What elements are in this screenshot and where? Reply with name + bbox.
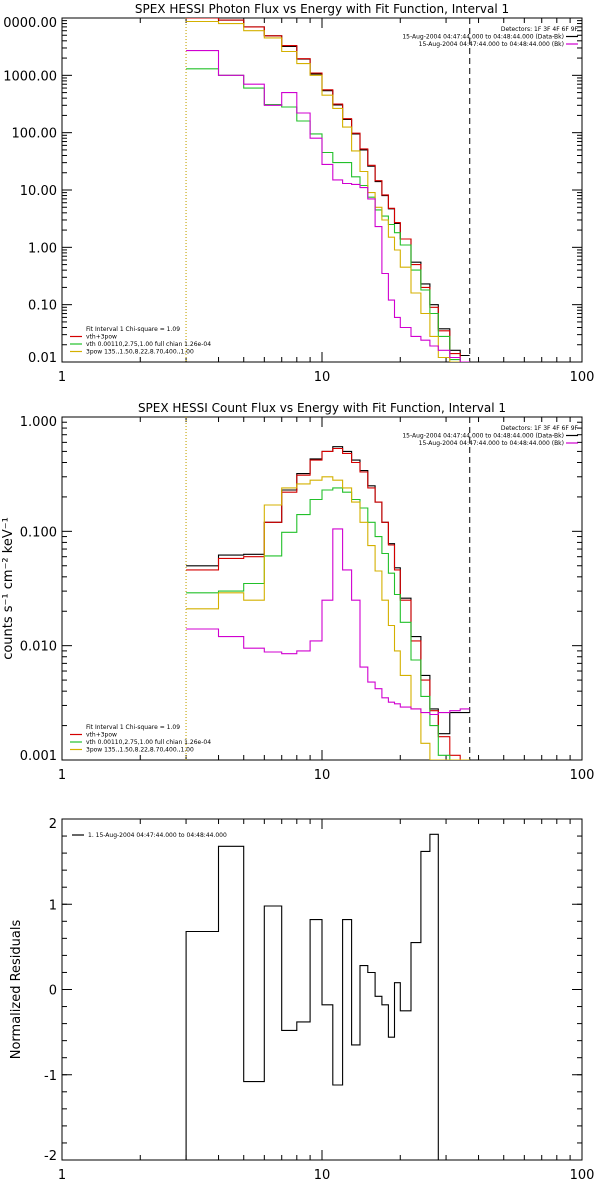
y-tick-label: 0.10 [28,299,57,314]
y-tick-label: 1 [49,898,57,913]
plot-frame-1 [61,17,583,363]
y-tick-label: 2 [49,817,57,832]
y-tick-label: 0.100 [20,525,57,540]
y-tick-label: 100.00 [12,127,58,142]
info-entry: 15-Aug-2004 04:47:44.000 to 04:48:44.000… [419,440,564,447]
info-entry: 15-Aug-2004 04:47:44.000 to 04:48:44.000… [419,41,564,48]
y-tick-label: 0.001 [20,749,57,764]
legend-entry: vth 0.00110,2.75,1.00 full chian 1.26e-0… [86,739,211,746]
x-tick-label: 1 [58,768,66,783]
x-tick-label: 100 [570,370,595,385]
legend-entry: vth+3pow [86,334,117,341]
y-tick-label: 1.00 [28,241,57,256]
plot-frame-2 [61,416,583,761]
x-tick-label: 1 [58,370,66,385]
y-tick-label: -2 [44,1149,57,1164]
legend-entry: vth+3pow [86,732,117,739]
info-entry: 15-Aug-2004 04:47:44.000 to 04:48:44.000… [402,433,564,440]
y-tick-label: 1.000 [20,415,57,430]
y-tick-label: 10.00 [20,184,57,199]
series-line-4 [186,476,470,760]
legend-entry: Fit Interval 1 Chi-square = 1.09 [86,326,180,333]
y-tick-label: 0.01 [28,351,57,366]
legend-entry: 1. 15-Aug-2004 04:47:44.000 to 04:48:44.… [88,832,227,839]
series-line-1 [185,833,439,1160]
x-tick-label: 100 [570,768,595,783]
y-tick-label: 1000.00 [3,69,57,84]
chart-title-1: SPEX HESSI Photon Flux vs Energy with Fi… [135,2,509,16]
y-axis-label: counts s⁻¹ cm⁻² keV⁻¹ [1,517,16,660]
x-tick-label: 10 [314,370,331,385]
series-line-4 [186,20,470,362]
info-entry: Detectors: 1F 3F 4F 6F 9F [501,425,579,432]
y-tick-label: 0000.00 [3,16,57,31]
legend-entry: Fit Interval 1 Chi-square = 1.09 [86,724,180,731]
series-line-3 [186,487,470,760]
x-tick-label: 10 [314,1168,331,1183]
info-entry: Detectors: 1F 3F 4F 6F 9F [501,26,579,33]
series-line-5 [186,50,470,362]
y-axis-label: Normalized Residuals [9,920,24,1060]
series-line-5 [186,528,470,716]
series-line-3 [186,68,470,362]
x-tick-label: 100 [570,1168,595,1183]
y-tick-label: -1 [44,1069,57,1084]
chart-title-2: SPEX HESSI Count Flux vs Energy with Fit… [138,401,506,415]
legend-entry: vth 0.00110,2.75,1.00 full chian 1.26e-0… [86,341,211,348]
legend-entry: 3pow 135.,1.50,8.22,8.70,400.,1.00 [86,349,194,356]
series-line-1 [186,18,470,357]
series-line-2 [186,447,470,760]
x-tick-label: 1 [58,1168,66,1183]
y-tick-label: 0.010 [20,640,57,655]
x-tick-label: 10 [314,768,331,783]
info-entry: 15-Aug-2004 04:47:44.000 to 04:48:44.000… [402,34,564,41]
legend-entry: 3pow 135.,1.50,8.22,8.70,400.,1.00 [86,747,194,754]
y-tick-label: 0 [49,984,57,999]
series-line-2 [186,18,470,362]
